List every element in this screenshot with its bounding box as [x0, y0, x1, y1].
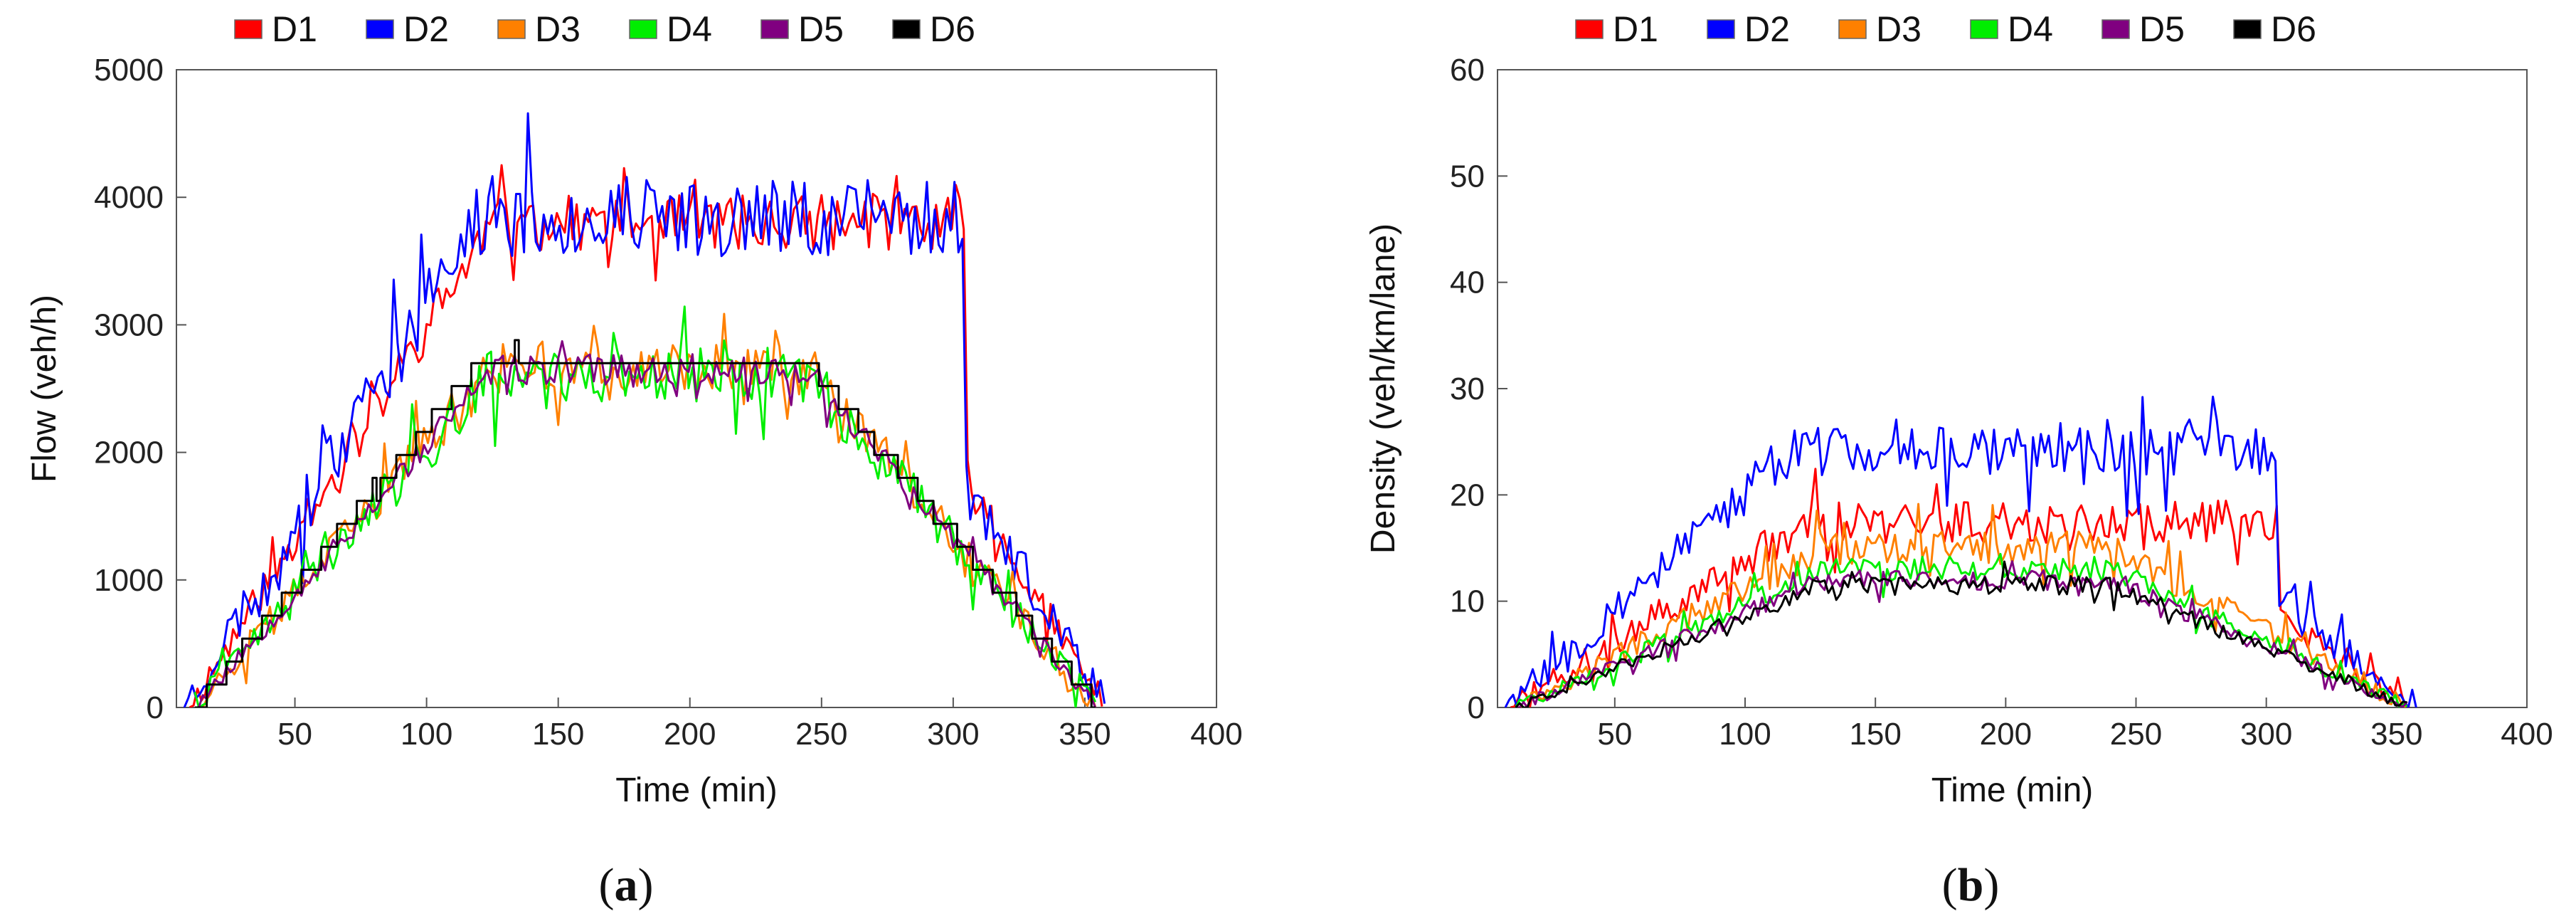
y-tick-label: 5000	[94, 53, 164, 88]
x-tick-label: 350	[2370, 717, 2422, 752]
series-line-d4	[1515, 552, 2408, 707]
panel-caption: (a)	[599, 859, 654, 911]
series-line-d2	[1504, 395, 2417, 707]
x-tick-label: 350	[1059, 717, 1111, 752]
x-axis-label: Time (min)	[615, 772, 778, 809]
legend-swatch-d3	[1838, 19, 1867, 39]
legend-swatch-d6	[2233, 19, 2262, 39]
legend-label-d6: D6	[2271, 9, 2316, 49]
legend-swatch-d2	[366, 19, 394, 39]
legend-swatch-d1	[1575, 19, 1604, 39]
plot-frame	[176, 69, 1217, 708]
legend-label-d2: D2	[403, 9, 449, 49]
y-tick-label: 4000	[94, 180, 164, 215]
legend-label-d5: D5	[2139, 9, 2185, 49]
plot-frame	[1497, 69, 2528, 708]
y-axis-label: Density (veh/km/lane)	[1364, 223, 1402, 554]
y-tick-label: 40	[1450, 265, 1485, 300]
series-line-d1	[1510, 468, 2410, 707]
y-tick-label: 1000	[94, 563, 164, 598]
y-axis-label: Flow (veh/h)	[26, 295, 63, 483]
y-tick-label: 10	[1450, 584, 1485, 619]
legend-label-d5: D5	[798, 9, 844, 49]
legend-label-d1: D1	[272, 9, 317, 49]
legend-swatch-d4	[1970, 19, 1998, 39]
x-tick-label: 100	[1719, 717, 1771, 752]
legend-swatch-d1	[234, 19, 263, 39]
series-line-d6	[1515, 560, 2407, 707]
y-tick-label: 0	[147, 690, 164, 725]
legend-swatch-d4	[629, 19, 657, 39]
x-tick-label: 250	[2110, 717, 2162, 752]
legend-swatch-d3	[497, 19, 526, 39]
x-axis-label: Time (min)	[1931, 772, 2094, 809]
x-tick-label: 400	[2501, 717, 2553, 752]
y-tick-label: 50	[1450, 159, 1485, 194]
legend-swatch-d2	[1707, 19, 1735, 39]
x-tick-label: 150	[1849, 717, 1901, 752]
chart-panel-b: 50 100 150 200 250 300 350 400 0 10 20 30 40 50 60 Time…	[1364, 9, 2553, 911]
x-tick-label: 250	[795, 717, 847, 752]
x-tick-label: 50	[277, 717, 312, 752]
x-tick-label: 150	[532, 717, 584, 752]
legend-label-d4: D4	[667, 9, 712, 49]
series-line-d6	[194, 339, 1096, 707]
legend-label-d3: D3	[535, 9, 581, 49]
x-tick-label: 200	[1980, 717, 2032, 752]
legend-swatch-d5	[2101, 19, 2130, 39]
y-tick-label: 30	[1450, 372, 1485, 406]
x-tick-label: 200	[664, 717, 716, 752]
series-line-d2	[183, 112, 1106, 707]
x-tick-label: 300	[927, 717, 979, 752]
x-tick-label: 50	[1597, 717, 1632, 752]
legend-swatch-d5	[760, 19, 789, 39]
legend-swatch-d6	[892, 19, 921, 39]
y-tick-label: 2000	[94, 436, 164, 470]
y-tick-label: 0	[1468, 690, 1485, 725]
series-line-d4	[194, 305, 1097, 707]
x-tick-label: 400	[1190, 717, 1242, 752]
legend-label-d3: D3	[1876, 9, 1922, 49]
legend-label-d1: D1	[1613, 9, 1658, 49]
series-line-d5	[194, 340, 1097, 707]
y-tick-label: 3000	[94, 307, 164, 342]
legend-label-d2: D2	[1744, 9, 1790, 49]
x-tick-label: 100	[401, 717, 452, 752]
legend-label-d4: D4	[2008, 9, 2053, 49]
panel-caption: (b)	[1942, 859, 2000, 911]
chart-panel-a: 50 100 150 200 250 300 350 40001000200030004000…	[26, 9, 1243, 911]
y-tick-label: 60	[1450, 53, 1485, 88]
series-line-d1	[189, 164, 1103, 707]
series-line-d5	[1515, 560, 2408, 707]
x-tick-label: 300	[2240, 717, 2292, 752]
legend-label-d6: D6	[930, 9, 975, 49]
y-tick-label: 20	[1450, 478, 1485, 512]
